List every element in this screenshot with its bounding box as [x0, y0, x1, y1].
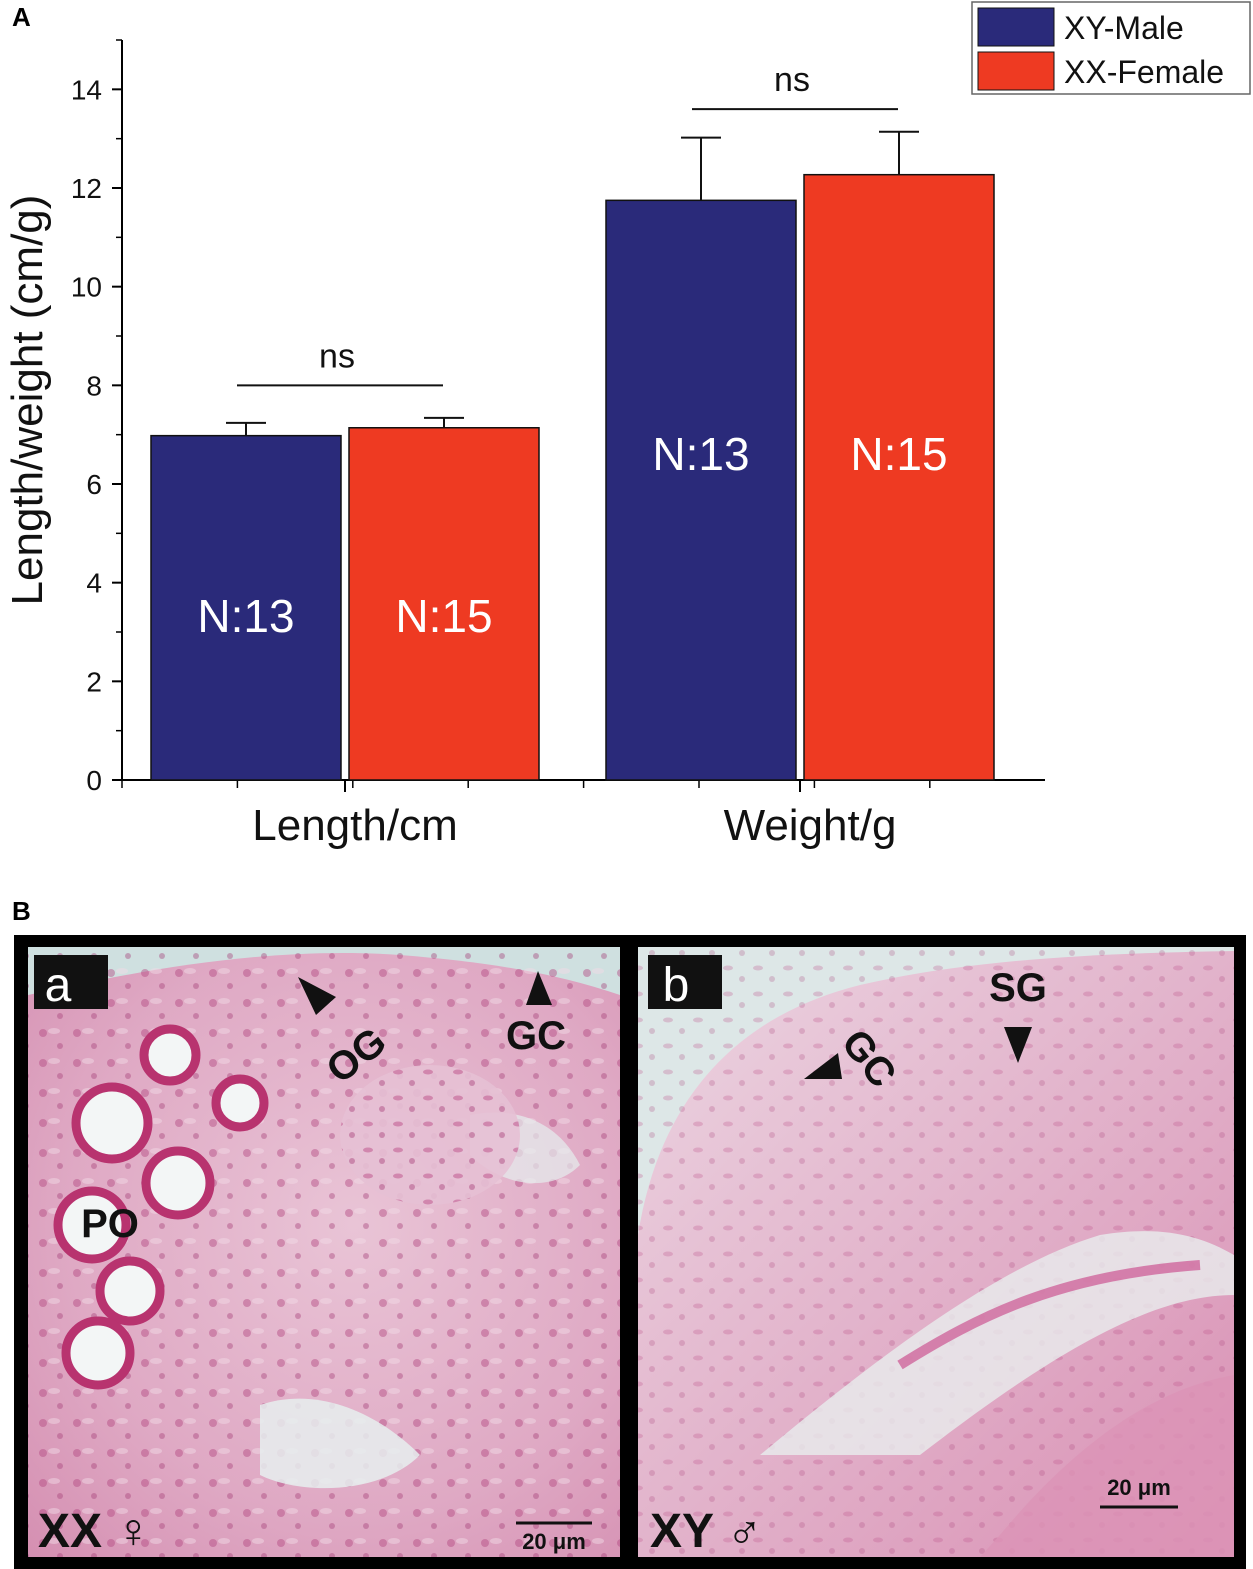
y-tick-label: 2: [86, 666, 102, 697]
subpanel-letter-b: b: [663, 959, 690, 1012]
legend-entry: XX-Female: [1064, 54, 1224, 90]
bar-xy-male-0: [150, 434, 342, 781]
x-tick-label: Weight/g: [724, 801, 897, 850]
arrowhead-sg: [1004, 1027, 1032, 1063]
subpanel-letter-box-b: [648, 955, 722, 1009]
genotype-label-a: XX ♀: [38, 1505, 151, 1558]
annotation-po: PO: [81, 1202, 139, 1246]
genotype-label-b: XY ♂: [650, 1505, 763, 1558]
bar-xx-female-0: [348, 427, 540, 781]
y-tick-label: 6: [86, 469, 102, 500]
x-tick-label: Length/cm: [252, 801, 457, 850]
y-axis-label: Length/weight (cm/g): [3, 195, 52, 606]
bar-xx-female-1: [803, 173, 995, 781]
scale-bar-label-a: 20 μm: [522, 1529, 586, 1554]
legend-swatch: [977, 7, 1055, 47]
subpanel-letter-a: a: [45, 959, 72, 1012]
y-tick-label: 12: [71, 173, 102, 204]
bar-chart: 0 2 4 6 8 10 12 14 Length/weight (cm/g) Length/cm…: [3, 1, 1251, 850]
y-tick-label: 10: [71, 272, 102, 303]
n-label: N:13: [197, 590, 294, 642]
significance-label: ns: [319, 337, 355, 375]
y-tick-label: 8: [86, 370, 102, 401]
arrowhead-gc-a: [526, 971, 552, 1005]
y-tick-label: 0: [86, 765, 102, 796]
micrograph-a: [28, 947, 620, 1557]
y-tick-label: 4: [86, 568, 102, 599]
subpanel-letter-box-a: [34, 955, 108, 1009]
annotation-sg: SG: [989, 966, 1047, 1010]
arrowhead-og: [298, 977, 336, 1015]
y-tick-label: 14: [71, 74, 102, 105]
legend-entry: XY-Male: [1064, 10, 1184, 46]
n-label: N:15: [850, 428, 947, 480]
n-label: N:13: [652, 428, 749, 480]
bar-xy-male-1: [605, 199, 797, 781]
n-label: N:15: [395, 590, 492, 642]
micrograph-b: [638, 947, 1234, 1557]
scale-bar-label-b: 20 μm: [1107, 1475, 1171, 1500]
panel-label-b: B: [12, 896, 31, 926]
legend-swatch: [977, 51, 1055, 91]
arrowhead-gc-b: [804, 1053, 842, 1079]
panel-label-a: A: [12, 2, 31, 32]
significance-label: ns: [774, 61, 810, 99]
annotation-gc-a: GC: [506, 1014, 566, 1058]
